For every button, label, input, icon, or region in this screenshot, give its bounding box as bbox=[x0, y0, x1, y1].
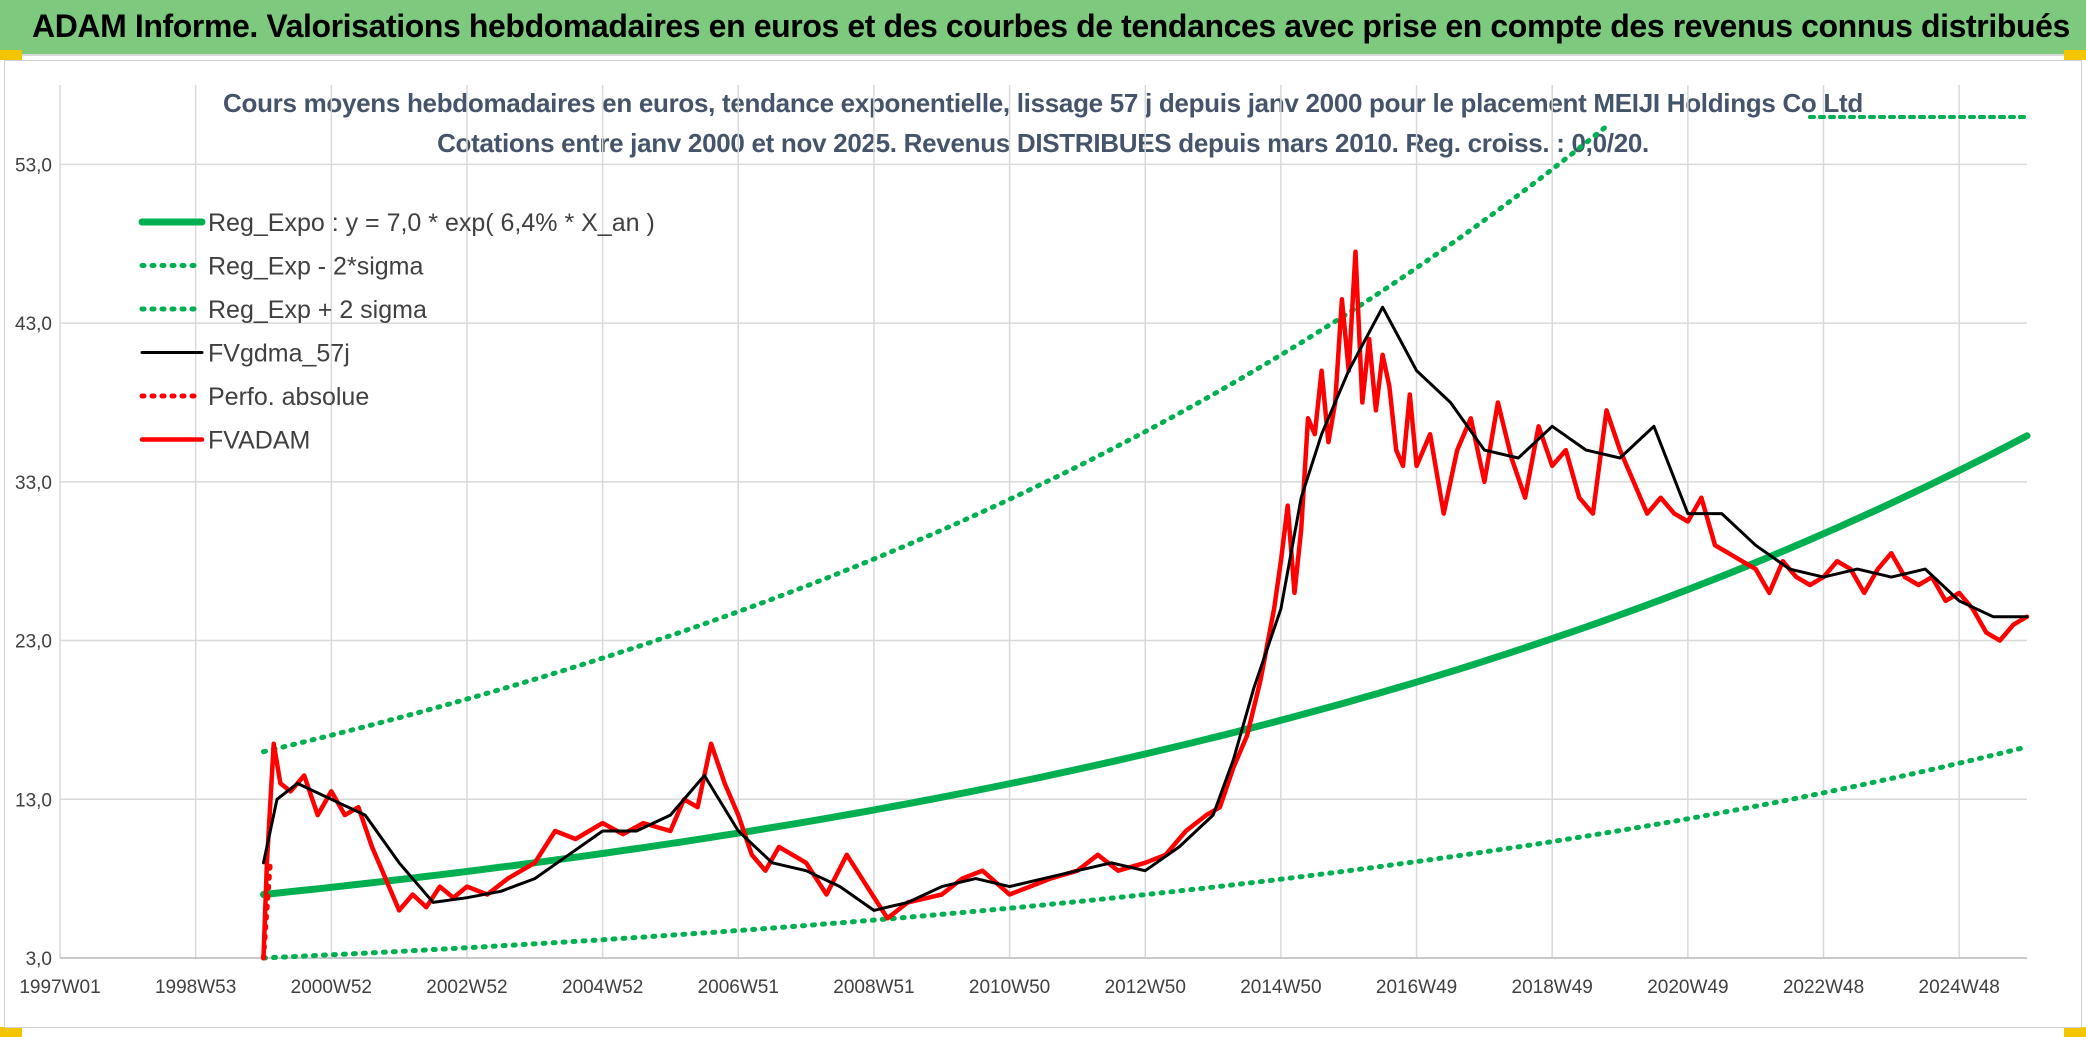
series-lines bbox=[260, 123, 2031, 961]
x-tick-label: 2010W50 bbox=[969, 977, 1050, 998]
series-line-2 bbox=[261, 123, 1609, 755]
x-tick-label: 2018W49 bbox=[1512, 977, 1593, 998]
x-tick-label: 1998W53 bbox=[155, 977, 236, 998]
legend-label: FVADAM bbox=[208, 427, 310, 455]
x-tick-label: 2014W50 bbox=[1240, 977, 1321, 998]
legend-label: Perfo. absolue bbox=[208, 383, 369, 411]
report-header-banner: ADAM Informe. Valorisations hebdomadaire… bbox=[0, 0, 2086, 56]
x-tick-label: 2002W52 bbox=[426, 977, 507, 998]
y-tick-label: 43,0 bbox=[15, 314, 52, 335]
series-line-0 bbox=[260, 432, 2031, 898]
x-tick-label: 2008W51 bbox=[833, 977, 914, 998]
x-tick-label: 2024W48 bbox=[1919, 977, 2000, 998]
legend-label: Reg_Exp + 2 sigma bbox=[208, 296, 427, 324]
x-tick-label: 2004W52 bbox=[562, 977, 643, 998]
legend-label: Reg_Expo : y = 7,0 * exp( 6,4% * X_an ) bbox=[208, 209, 655, 237]
y-tick-label: 33,0 bbox=[15, 473, 52, 494]
report-title: ADAM Informe. Valorisations hebdomadaire… bbox=[32, 8, 2070, 44]
chart-frame bbox=[4, 60, 2082, 1028]
x-tick-label: 2020W49 bbox=[1647, 977, 1728, 998]
legend-label: FVgdma_57j bbox=[208, 340, 350, 368]
legend-label: Reg_Exp - 2*sigma bbox=[208, 253, 423, 281]
chart-title: Cours moyens hebdomadaires en euros, ten… bbox=[223, 88, 1863, 118]
y-tick-label: 23,0 bbox=[15, 632, 52, 653]
y-tick-label: 13,0 bbox=[15, 790, 52, 811]
series-line-5 bbox=[261, 249, 2030, 961]
x-tick-label: 2000W52 bbox=[291, 977, 372, 998]
chart-subtitle: Cotations entre janv 2000 et nov 2025. R… bbox=[437, 128, 1649, 158]
y-tick-label: 3,0 bbox=[26, 949, 52, 970]
x-tick-label: 1997W01 bbox=[19, 977, 100, 998]
corner-mark bbox=[0, 50, 22, 60]
x-tick-label: 2012W50 bbox=[1105, 977, 1186, 998]
series-line-3 bbox=[262, 305, 2029, 912]
grid-lines bbox=[59, 85, 2027, 959]
x-tick-label: 2016W49 bbox=[1376, 977, 1457, 998]
y-tick-label: 53,0 bbox=[15, 155, 52, 176]
corner-mark bbox=[2064, 50, 2086, 60]
series-line-1 bbox=[261, 744, 2030, 961]
corner-mark bbox=[2064, 1027, 2086, 1037]
x-tick-label: 2006W51 bbox=[698, 977, 779, 998]
chart-legend: Reg_Expo : y = 7,0 * exp( 6,4% * X_an ) R… bbox=[138, 209, 655, 455]
axis-labels: 3,0 13,0 23,0 33,0 43,0 53,0 1997W01 1998W53 200… bbox=[15, 155, 2000, 998]
corner-mark bbox=[0, 1027, 22, 1037]
x-tick-label: 2022W48 bbox=[1783, 977, 1864, 998]
